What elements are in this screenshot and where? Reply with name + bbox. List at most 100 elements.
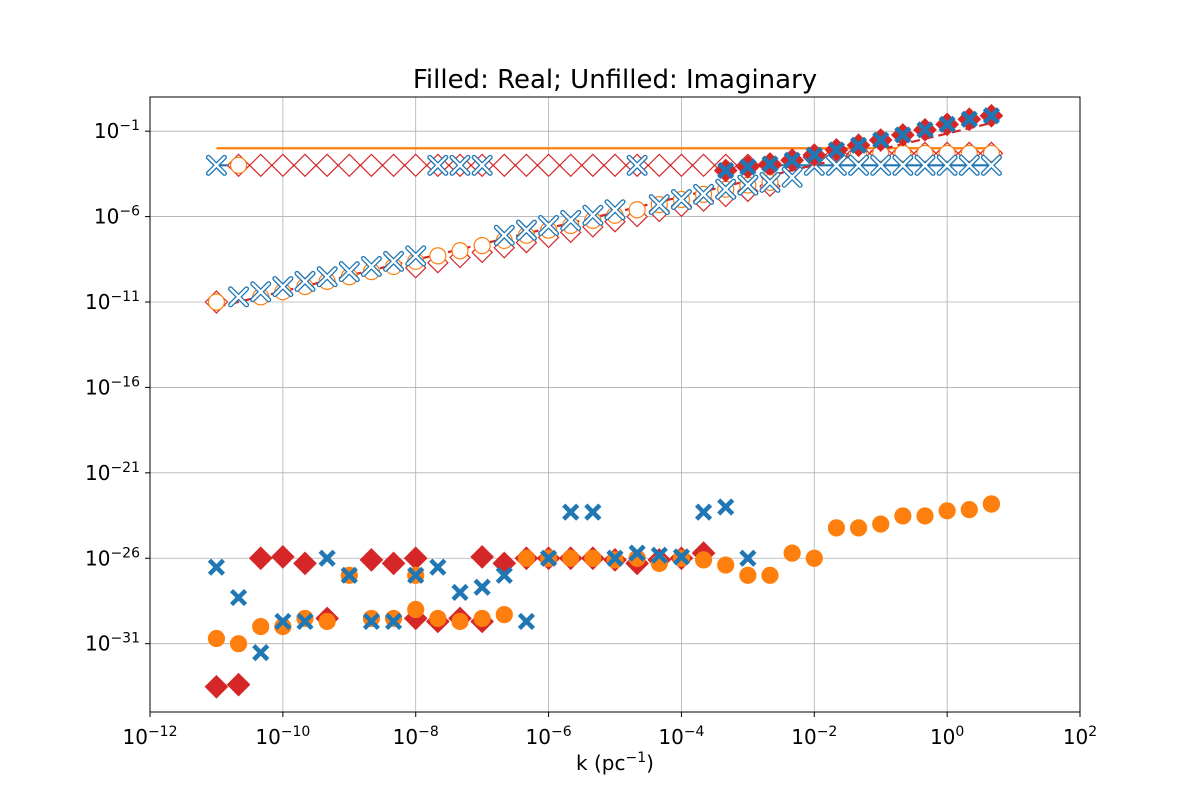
series-3-point-16 (560, 209, 582, 231)
series-3-point-33 (936, 154, 958, 176)
series-7-point-33 (938, 502, 956, 520)
series-0-point-9 (403, 153, 428, 178)
series-0-point-22 (691, 153, 716, 178)
series-7-point-30 (872, 515, 890, 533)
series-5-point-1 (226, 672, 251, 697)
series-9-point-0 (207, 558, 226, 576)
series-9-point-16 (562, 503, 580, 521)
series-10-point-32 (916, 121, 934, 139)
series-3-point-25 (759, 171, 781, 193)
series-3-point-19 (626, 154, 648, 176)
series-3-point-14 (515, 219, 537, 241)
x-axis-ticks: 10−12 10−10 10−8 10−6 10−4 10−2 100 102 (123, 712, 1097, 749)
series-3-point-12 (471, 154, 493, 176)
series-3-point-13 (493, 224, 515, 246)
series-7-point-32 (916, 507, 934, 525)
series-3-point-7 (360, 255, 382, 277)
series-9-point-2 (252, 644, 270, 662)
series-7-point-16 (562, 549, 580, 567)
series-2-point-10 (429, 247, 447, 265)
series-10-point-24 (739, 158, 757, 176)
series-0-point-4 (293, 153, 317, 178)
series-10-point-35 (982, 107, 1001, 125)
x-axis-label-main: k (pc (576, 751, 625, 775)
series-9-point-18 (606, 549, 624, 567)
y-tick-label-5: 10−26 (85, 545, 140, 570)
series-7-point-12 (473, 609, 491, 628)
series-3-point-11 (449, 154, 471, 176)
x-tick-label-1: 10−10 (255, 724, 310, 749)
series-0-point-14 (514, 153, 539, 178)
series-10-point-33 (938, 115, 956, 133)
series-7-point-22 (694, 551, 713, 569)
series-0-point-2 (248, 153, 273, 178)
series-3-point-31 (892, 154, 914, 176)
series-10-point-26 (783, 151, 801, 169)
series-2-point-32 (916, 144, 934, 162)
series-5-point-0 (204, 674, 229, 699)
series-3-point-32 (914, 154, 936, 176)
series-7-point-34 (960, 501, 978, 519)
chart-title: Filled: Real; Unfilled: Imaginary (413, 65, 817, 95)
series-0-point-18 (603, 153, 627, 178)
series-0-point-6 (337, 153, 362, 178)
series-0-point-15 (536, 153, 561, 178)
series-0-point-13 (492, 153, 517, 178)
x-tick-label-6: 100 (930, 724, 964, 749)
series-9-point-13 (495, 566, 513, 584)
series-3-point-2 (250, 281, 272, 303)
series-0-point-8 (381, 153, 406, 178)
series-7-point-31 (894, 507, 912, 525)
y-tick-label-1: 10−6 (94, 204, 140, 229)
series-7-point-17 (584, 549, 602, 567)
x-axis-label: k (pc−1) (576, 750, 654, 775)
series-10-point-28 (827, 141, 846, 159)
series-7-point-25 (761, 566, 779, 584)
series-3 (205, 154, 1002, 308)
series-3-point-34 (958, 154, 980, 176)
series-7-point-9 (407, 600, 425, 619)
series-9-point-14 (517, 612, 536, 631)
x-tick-label-2: 10−8 (393, 724, 439, 749)
series-9-point-17 (584, 503, 602, 521)
series-3-point-17 (582, 204, 604, 226)
series-2-point-33 (938, 144, 956, 162)
x-tick-label-0: 10−12 (123, 724, 178, 749)
x-tick-label-4: 10−4 (658, 724, 704, 749)
series-5-point-12 (470, 545, 494, 569)
series-9-point-10 (429, 558, 447, 576)
series-3-point-21 (670, 189, 692, 210)
series-3-point-8 (383, 250, 405, 272)
series-0-point-21 (669, 153, 694, 178)
series-2-point-35 (982, 144, 1001, 162)
series-3-point-4 (294, 270, 316, 292)
series-7-point-28 (827, 519, 846, 537)
series-9-point-23 (717, 498, 735, 516)
series-10 (717, 107, 1001, 180)
series-3-point-5 (316, 266, 338, 288)
series-3-point-22 (693, 183, 715, 205)
series-3-point-28 (825, 154, 847, 176)
x-tick-label-3: 10−6 (526, 724, 572, 749)
series-0-point-7 (359, 153, 384, 178)
series-0-point-3 (271, 153, 295, 178)
series-3-point-20 (648, 194, 670, 216)
series-3-point-24 (737, 174, 759, 196)
series-7-point-29 (849, 519, 868, 537)
series-5-point-7 (359, 548, 384, 572)
series-3-point-30 (870, 154, 892, 176)
series-3-point-35 (980, 154, 1002, 176)
series-9-point-5 (318, 549, 336, 567)
y-tick-label-4: 10−21 (85, 460, 140, 485)
y-axis-ticks: 10−1 10−6 10−11 10−16 10−21 10−26 10−31 (85, 118, 150, 656)
data-marks (204, 103, 1004, 699)
x-axis-label-close: ) (646, 751, 654, 775)
series-9-point-12 (473, 578, 491, 596)
series-9-point-24 (739, 549, 757, 567)
series-3-point-6 (338, 261, 360, 283)
series-7-point-24 (739, 566, 757, 584)
series-9-point-21 (672, 548, 691, 566)
series-2-point-11 (451, 242, 469, 260)
series-0-point-20 (647, 153, 672, 178)
